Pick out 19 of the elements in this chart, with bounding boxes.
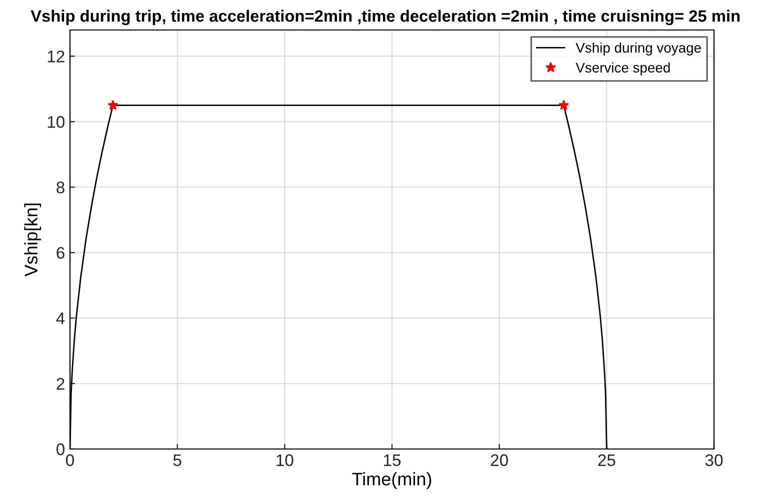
x-tick-label: 20	[490, 454, 508, 466]
x-tick-label: 30	[705, 454, 723, 466]
y-axis-title: Vship[kn]	[24, 204, 42, 277]
y-tick-label: 10	[48, 116, 64, 128]
x-tick-label: 5	[173, 454, 182, 466]
x-axis-title: Time(min)	[352, 472, 432, 489]
chart-title: Vship during trip, time acceleration=2min ,time deceleration =2min , time cruisning= 25 min	[30, 10, 740, 26]
y-tick-label: 2	[56, 378, 64, 390]
legend-label: Vservice speed	[576, 62, 670, 76]
x-tick-label: 15	[384, 454, 401, 466]
x-tick-label: 25	[598, 454, 616, 466]
legend-label: Vship during voyage	[576, 42, 701, 56]
y-tick-label: 6	[56, 246, 64, 259]
y-tick-label: 4	[56, 312, 65, 324]
x-tick-label: 0	[66, 454, 74, 466]
y-tick-label: 12	[48, 50, 64, 62]
y-tick-label: 8	[56, 182, 64, 194]
x-tick-label: 10	[276, 454, 294, 466]
y-tick-label: 0	[56, 443, 64, 456]
